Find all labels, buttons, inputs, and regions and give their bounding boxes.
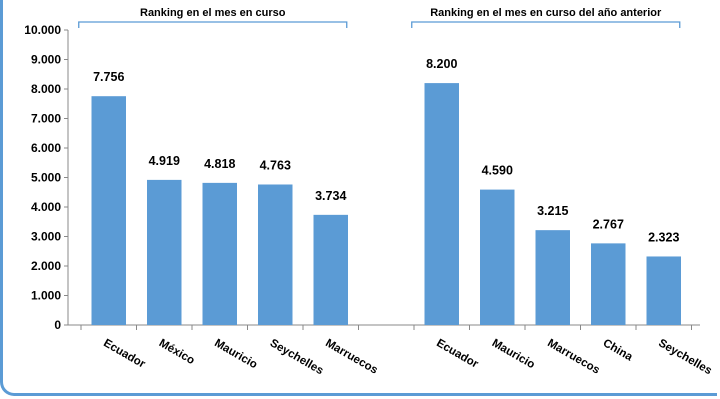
bar-china xyxy=(591,243,626,325)
bar-méxico xyxy=(147,179,182,325)
y-tick-label: 0 xyxy=(54,318,61,332)
bar-ecuador xyxy=(91,96,126,325)
bar-marruecos xyxy=(535,230,570,325)
y-tick-label: 2.000 xyxy=(31,259,61,273)
data-label: 4.763 xyxy=(260,158,291,172)
bar-seychelles xyxy=(258,184,293,325)
bar-mauricio xyxy=(480,189,515,325)
data-label: 4.818 xyxy=(204,157,235,171)
y-tick-label: 7.000 xyxy=(31,112,61,126)
bar-mauricio xyxy=(202,182,237,325)
group-header: Ranking en el mes en curso del año anter… xyxy=(430,7,662,19)
bar-marruecos xyxy=(313,214,348,325)
y-tick-label: 4.000 xyxy=(31,200,61,214)
data-label: 8.200 xyxy=(426,57,457,71)
category-label: Seychelles xyxy=(268,337,326,377)
category-label: Ecuador xyxy=(434,337,480,371)
category-label: Marruecos xyxy=(323,337,379,376)
data-label: 4.590 xyxy=(482,164,513,178)
group-header: Ranking en el mes en curso xyxy=(140,7,286,19)
category-label: Marruecos xyxy=(545,337,601,376)
y-tick-label: 8.000 xyxy=(31,82,61,96)
data-label: 3.734 xyxy=(315,189,346,203)
y-tick-label: 6.000 xyxy=(31,141,61,155)
group-bracket xyxy=(411,21,681,28)
category-label: México xyxy=(157,337,197,367)
category-label: China xyxy=(601,337,635,364)
data-label: 7.756 xyxy=(93,70,124,84)
category-label: Ecuador xyxy=(101,337,147,371)
y-tick-label: 5.000 xyxy=(31,171,61,185)
category-label: Seychelles xyxy=(656,337,714,377)
y-tick-label: 1.000 xyxy=(31,289,61,303)
y-tick-label: 9.000 xyxy=(31,53,61,67)
bar-seychelles xyxy=(646,256,681,325)
category-label: Mauricio xyxy=(490,337,537,371)
y-tick-label: 10.000 xyxy=(24,23,61,37)
category-label: Mauricio xyxy=(212,337,259,371)
group-bracket xyxy=(78,21,348,28)
data-label: 3.215 xyxy=(537,204,568,218)
bar-ecuador xyxy=(424,83,459,325)
data-label: 4.919 xyxy=(149,154,180,168)
data-label: 2.767 xyxy=(593,217,624,231)
y-tick-label: 3.000 xyxy=(31,230,61,244)
data-label: 2.323 xyxy=(648,230,679,244)
